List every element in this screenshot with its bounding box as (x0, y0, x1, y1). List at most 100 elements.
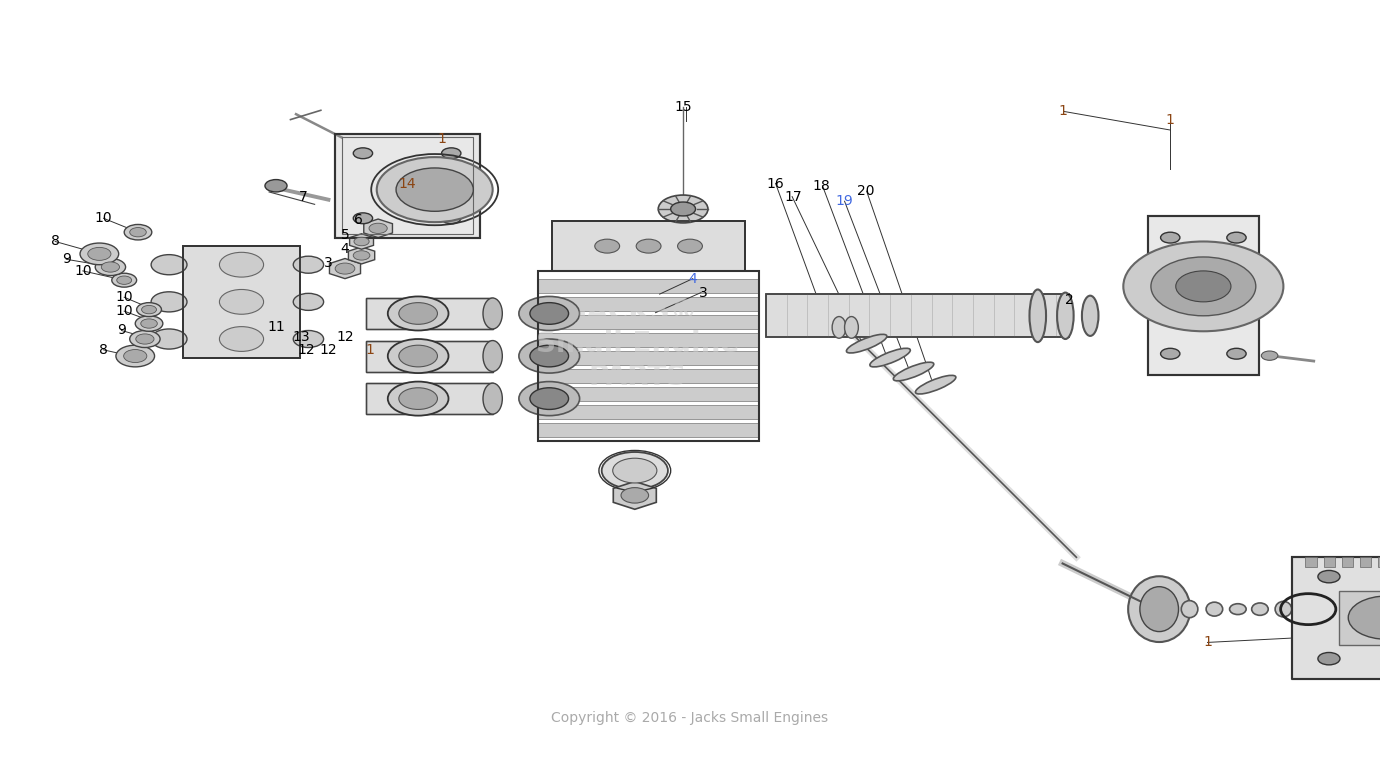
Circle shape (293, 256, 323, 273)
Text: JACKS®
Small Engine
PARTS: JACKS® Small Engine PARTS (535, 298, 740, 391)
Circle shape (442, 213, 461, 224)
Text: 1: 1 (1203, 635, 1212, 649)
Ellipse shape (1129, 576, 1190, 642)
Text: 16: 16 (767, 177, 784, 191)
Circle shape (530, 345, 569, 367)
Bar (334, 133, 480, 238)
Circle shape (1318, 652, 1340, 665)
Ellipse shape (483, 383, 502, 414)
Circle shape (519, 296, 580, 330)
Ellipse shape (1275, 601, 1292, 617)
Ellipse shape (869, 348, 911, 367)
Circle shape (519, 382, 580, 416)
Circle shape (353, 213, 373, 224)
Ellipse shape (846, 334, 887, 353)
Bar (1339, 591, 1380, 645)
Bar (1305, 557, 1317, 567)
Circle shape (396, 168, 473, 211)
Circle shape (353, 251, 370, 260)
Ellipse shape (832, 317, 846, 338)
Circle shape (95, 259, 126, 276)
Text: 20: 20 (857, 184, 874, 198)
Text: 10: 10 (116, 290, 132, 304)
Circle shape (671, 202, 696, 216)
Circle shape (88, 248, 110, 260)
Circle shape (1348, 596, 1380, 639)
Text: 3: 3 (324, 256, 333, 270)
Circle shape (1176, 271, 1231, 302)
Text: 9: 9 (117, 324, 126, 337)
Ellipse shape (1057, 293, 1074, 339)
Bar (366, 341, 493, 372)
Bar (366, 298, 493, 329)
Bar (1292, 557, 1380, 679)
Circle shape (353, 148, 373, 159)
Text: 17: 17 (785, 190, 802, 204)
Circle shape (219, 252, 264, 277)
Circle shape (621, 488, 649, 503)
Bar (766, 294, 1070, 337)
Bar (538, 271, 759, 441)
Bar (1377, 557, 1380, 567)
Text: 12: 12 (337, 330, 353, 344)
Polygon shape (348, 247, 375, 264)
Circle shape (1123, 241, 1283, 331)
Circle shape (519, 339, 580, 373)
Circle shape (130, 228, 146, 237)
Text: 5: 5 (341, 228, 349, 242)
Text: 12: 12 (298, 343, 315, 357)
Circle shape (636, 239, 661, 253)
Circle shape (219, 289, 264, 314)
Circle shape (135, 316, 163, 331)
Ellipse shape (1082, 296, 1098, 336)
Ellipse shape (1140, 587, 1179, 632)
Bar (538, 406, 759, 420)
Text: 12: 12 (320, 343, 337, 357)
Circle shape (442, 148, 461, 159)
Ellipse shape (1029, 289, 1046, 342)
Text: 8: 8 (99, 343, 108, 357)
Circle shape (219, 327, 264, 351)
Circle shape (150, 292, 186, 312)
Circle shape (388, 296, 448, 330)
Ellipse shape (483, 298, 502, 329)
Text: 7: 7 (299, 190, 308, 204)
Bar (552, 221, 745, 271)
Bar (552, 221, 745, 271)
Bar (182, 246, 301, 358)
Circle shape (399, 303, 437, 324)
Circle shape (530, 303, 569, 324)
Text: 3: 3 (700, 286, 708, 300)
Bar (342, 138, 473, 234)
Bar (1148, 217, 1259, 375)
Text: 9: 9 (62, 252, 70, 266)
Bar (1323, 557, 1334, 567)
Text: 8: 8 (51, 235, 59, 248)
Text: 14: 14 (399, 177, 415, 191)
Circle shape (101, 262, 120, 272)
Text: Copyright © 2016 - Jacks Small Engines: Copyright © 2016 - Jacks Small Engines (552, 711, 828, 725)
Text: 1: 1 (366, 343, 374, 357)
Circle shape (377, 157, 493, 222)
Bar (1341, 557, 1352, 567)
Circle shape (293, 330, 323, 348)
Polygon shape (364, 219, 392, 238)
Ellipse shape (1206, 602, 1223, 616)
Circle shape (117, 276, 131, 284)
Circle shape (399, 345, 437, 367)
Circle shape (353, 238, 370, 246)
Circle shape (399, 388, 437, 409)
Circle shape (678, 239, 702, 253)
Text: 1: 1 (1058, 104, 1067, 118)
Text: 15: 15 (675, 100, 691, 114)
Text: 13: 13 (293, 330, 309, 344)
Ellipse shape (1230, 604, 1246, 615)
Ellipse shape (915, 375, 956, 394)
Text: 6: 6 (355, 213, 363, 227)
Circle shape (595, 239, 620, 253)
Circle shape (530, 388, 569, 409)
Circle shape (1161, 348, 1180, 359)
Ellipse shape (483, 341, 502, 372)
Circle shape (135, 334, 155, 344)
Circle shape (658, 195, 708, 223)
